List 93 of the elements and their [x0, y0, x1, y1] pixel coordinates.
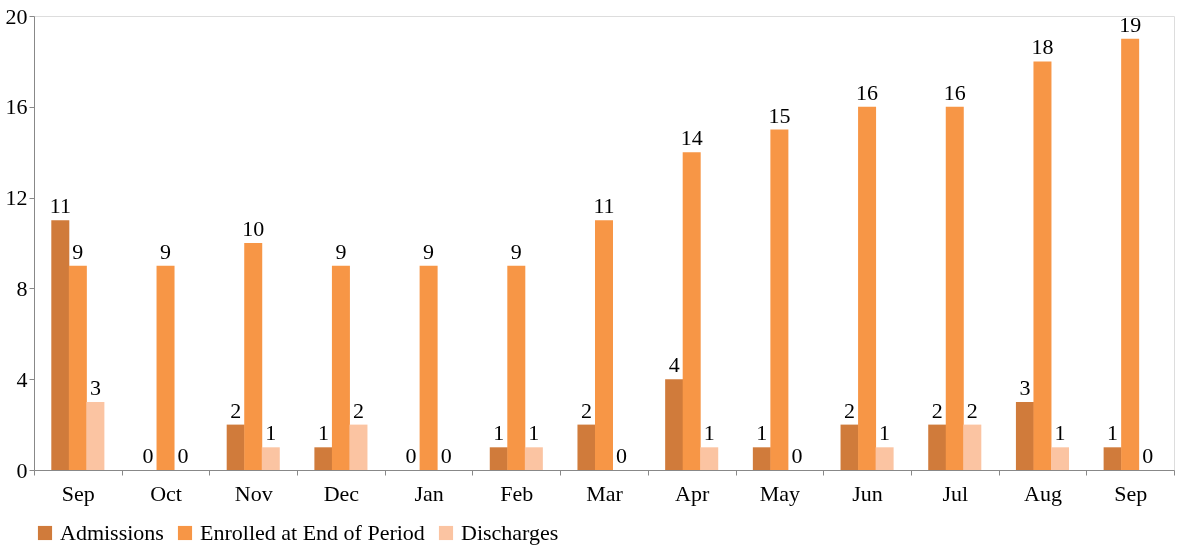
- bar: [314, 447, 333, 470]
- bar: [1015, 401, 1034, 470]
- y-tick-label: 12: [5, 185, 28, 211]
- data-label: 1: [703, 420, 715, 446]
- data-label: 0: [142, 443, 154, 468]
- bar: [261, 447, 280, 470]
- x-tick-label: Apr: [675, 480, 710, 506]
- bar: [86, 401, 105, 470]
- bar: [963, 424, 982, 470]
- y-tick-label: 20: [5, 3, 28, 29]
- bar: [700, 447, 719, 470]
- x-tick-label: Jun: [852, 480, 883, 506]
- data-label: 0: [405, 443, 417, 468]
- legend-label: Enrolled at End of Period: [200, 520, 425, 545]
- data-label: 2: [844, 397, 856, 423]
- data-label: 16: [856, 79, 879, 105]
- bar: [770, 129, 789, 470]
- x-tick-label: Jan: [414, 480, 444, 506]
- bar: [928, 424, 947, 470]
- data-label: 0: [440, 443, 452, 468]
- bar: [349, 424, 368, 470]
- data-label: 2: [580, 397, 592, 423]
- data-label: 1: [756, 420, 768, 446]
- data-label: 11: [593, 193, 615, 219]
- y-tick-label: 4: [16, 366, 28, 392]
- bar: [577, 424, 596, 470]
- bar: [665, 379, 684, 470]
- y-tick-label: 8: [16, 275, 28, 301]
- bar: [1103, 447, 1122, 470]
- bar: [682, 152, 701, 470]
- bar: [507, 265, 526, 470]
- data-label: 14: [680, 125, 703, 151]
- bar: [51, 220, 70, 470]
- bar: [1051, 447, 1069, 470]
- bar: [156, 265, 175, 470]
- x-tick-label: Aug: [1024, 480, 1062, 506]
- data-label: 9: [160, 238, 172, 264]
- data-label: 0: [616, 443, 628, 468]
- data-label: 0: [177, 443, 189, 468]
- data-label: 18: [1031, 34, 1054, 60]
- data-label: 9: [423, 238, 435, 264]
- data-label: 9: [72, 238, 84, 264]
- data-label: 1: [1107, 420, 1119, 446]
- bar: [595, 220, 613, 470]
- data-label: 4: [668, 352, 680, 378]
- data-label: 3: [1019, 374, 1031, 400]
- x-tick-label: Feb: [500, 480, 534, 506]
- data-label: 9: [335, 238, 347, 264]
- y-tick-label: 16: [5, 94, 28, 120]
- bar: [1033, 61, 1052, 470]
- data-label: 2: [352, 397, 364, 423]
- data-label: 1: [265, 420, 277, 446]
- data-label: 15: [768, 102, 791, 128]
- data-label: 0: [791, 443, 803, 468]
- data-label: 1: [1054, 420, 1066, 446]
- bar: [1121, 38, 1140, 470]
- x-tick-label: Nov: [234, 480, 273, 506]
- bar: [489, 447, 508, 470]
- data-label: 10: [242, 216, 265, 241]
- x-tick-label: Oct: [150, 480, 182, 506]
- legend-label: Discharges: [461, 520, 559, 545]
- bar: [752, 447, 771, 470]
- data-label: 9: [510, 238, 522, 264]
- x-tick-label: Sep: [61, 480, 95, 506]
- data-label: 2: [966, 397, 978, 423]
- x-tick-label: Jul: [942, 480, 969, 506]
- legend-label: Admissions: [60, 520, 164, 545]
- bar: [524, 447, 543, 470]
- data-label: 1: [493, 420, 505, 446]
- x-tick-label: Mar: [586, 480, 624, 506]
- bar: [226, 424, 245, 470]
- bar: [419, 265, 438, 470]
- y-tick-label: 0: [16, 457, 28, 483]
- data-label: 3: [89, 374, 101, 400]
- bar: [875, 447, 894, 470]
- data-label: 2: [931, 397, 943, 423]
- bar: [244, 243, 263, 470]
- x-tick-label: Sep: [1114, 480, 1148, 506]
- data-label: 1: [528, 420, 540, 446]
- data-label: 1: [317, 420, 329, 446]
- data-label: 2: [230, 397, 242, 423]
- x-tick-label: Dec: [323, 480, 360, 506]
- x-tick-label: May: [759, 480, 801, 506]
- bar: [945, 106, 964, 470]
- data-label: 11: [49, 193, 71, 219]
- bar: [331, 265, 350, 470]
- data-label: 1: [879, 420, 891, 446]
- data-label: 19: [1119, 11, 1142, 37]
- bar: [840, 424, 859, 470]
- data-label: 16: [943, 79, 966, 105]
- bar: [68, 265, 87, 470]
- data-label: 0: [1142, 443, 1154, 468]
- bar: [858, 106, 877, 470]
